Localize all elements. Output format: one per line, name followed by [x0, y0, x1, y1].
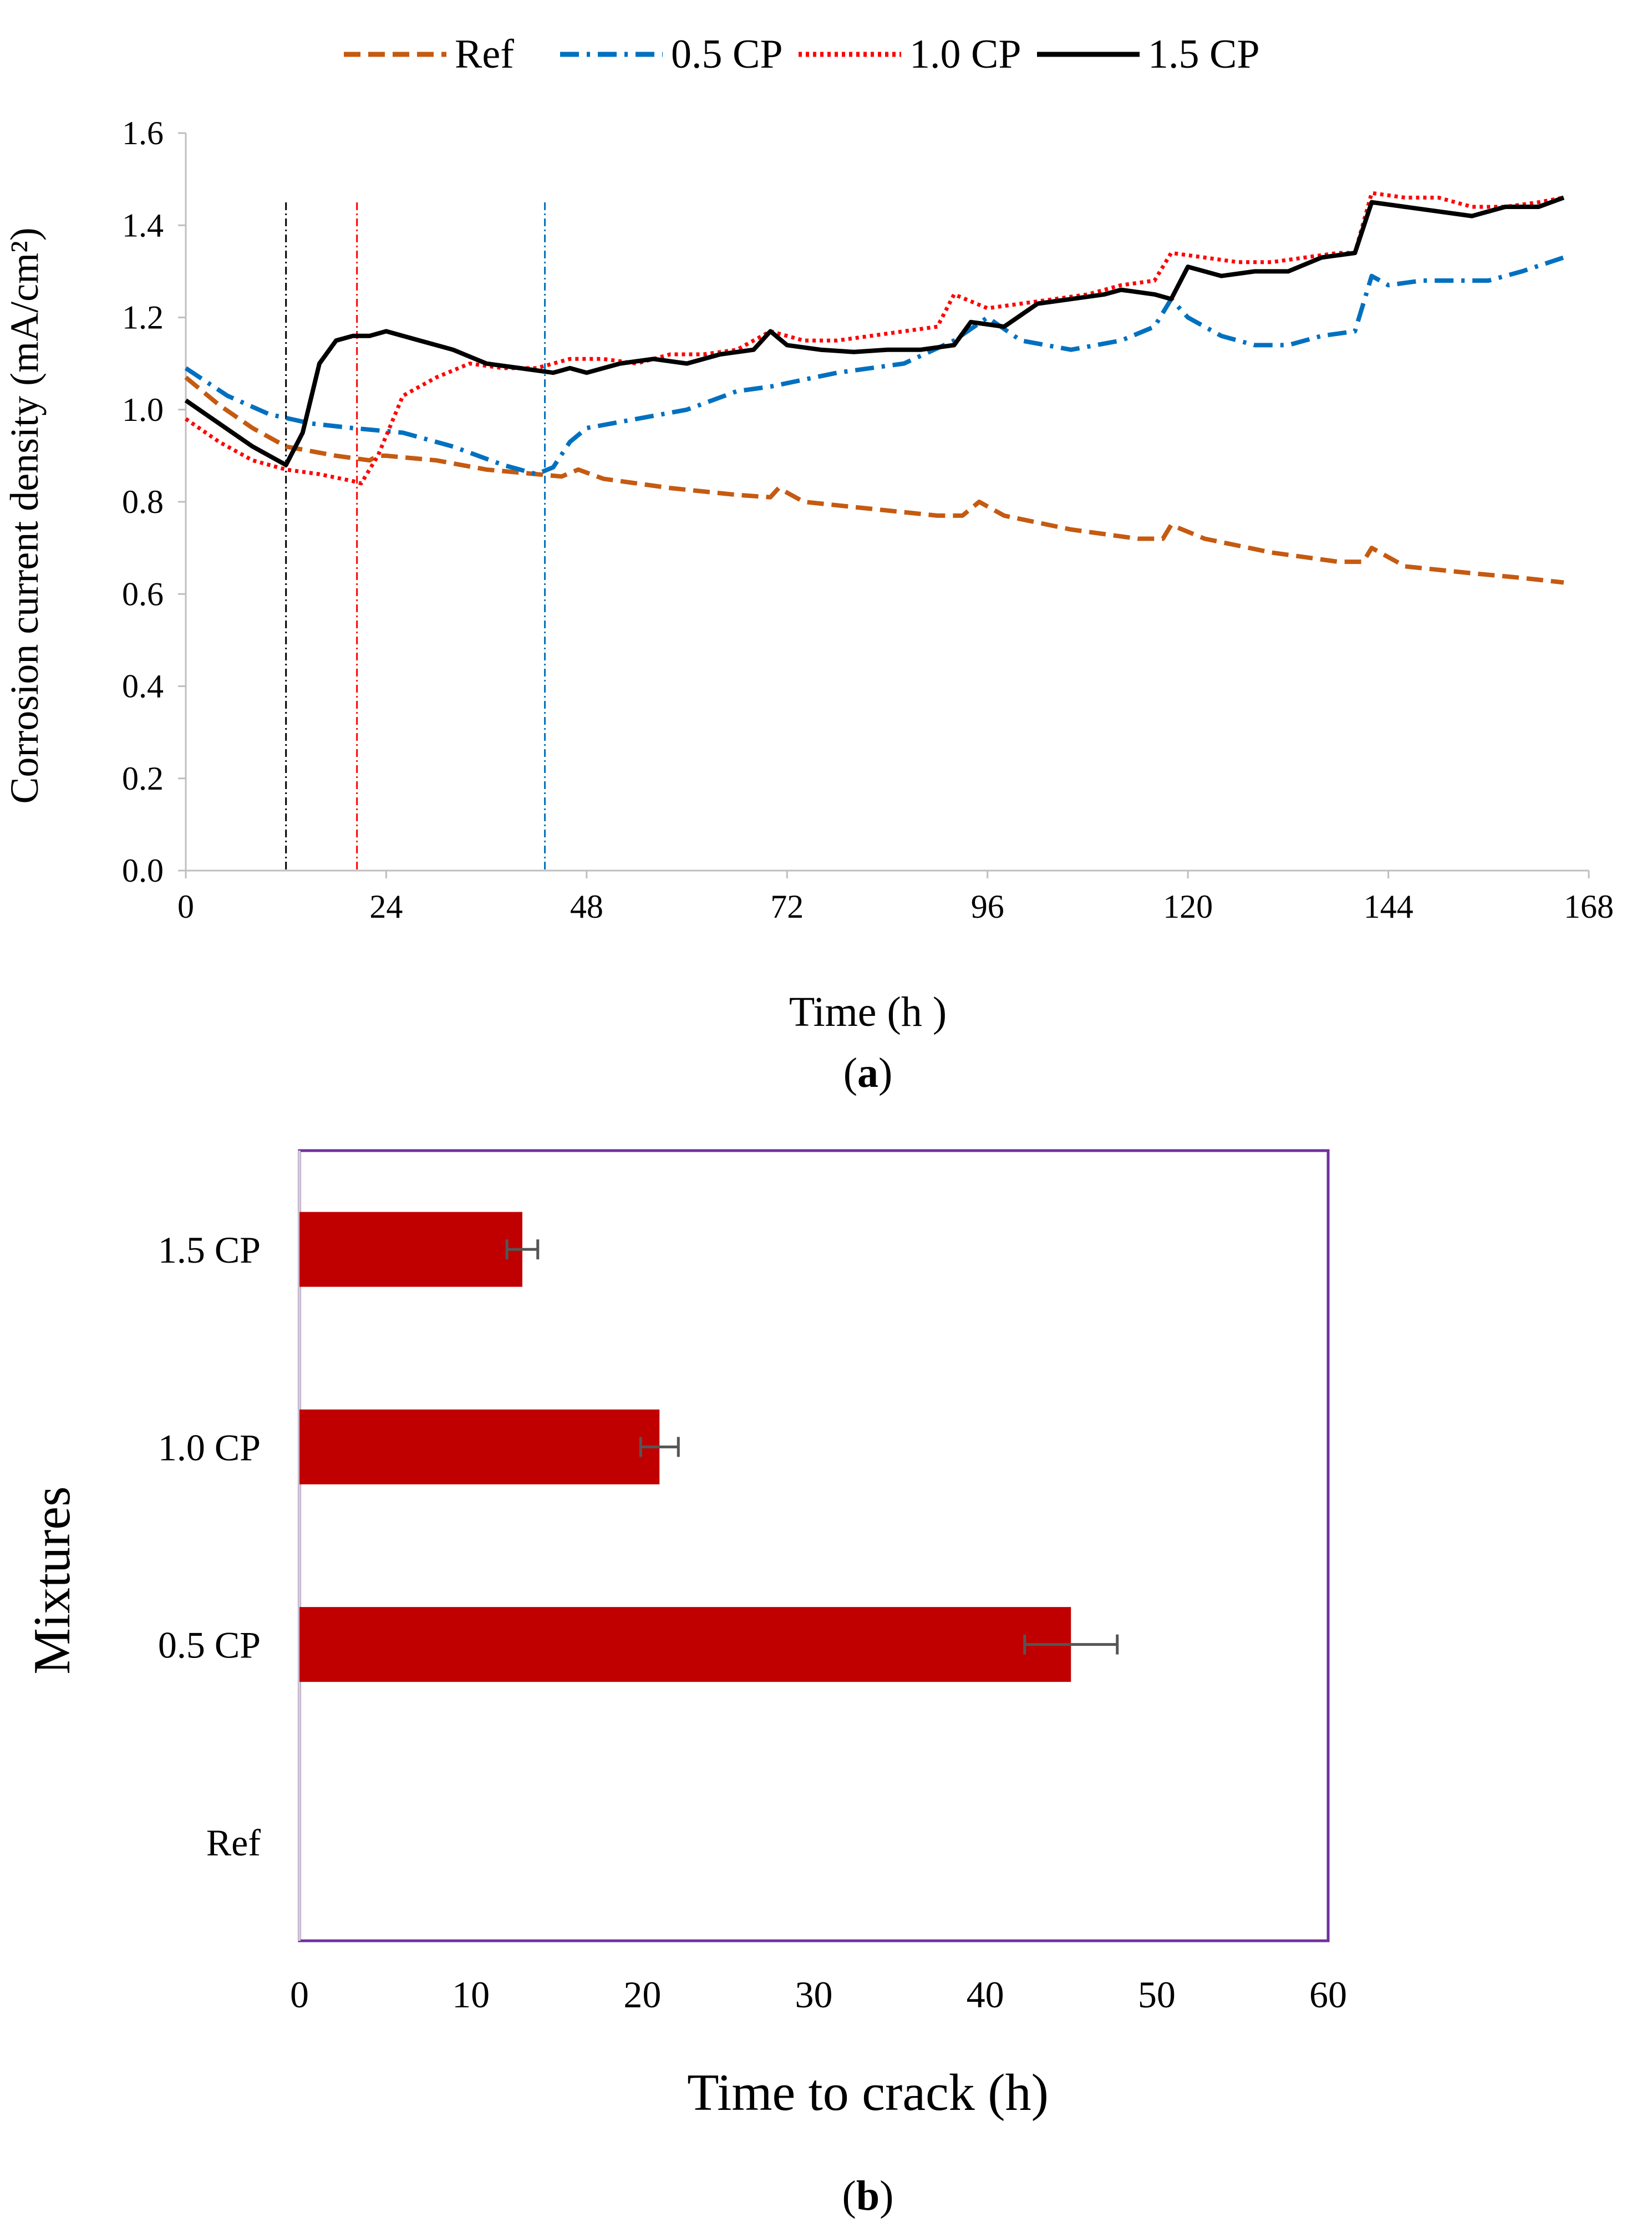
chart-b-category-label: Ref — [206, 1822, 261, 1864]
chart-a-series-line — [184, 195, 1565, 467]
chart-a-series-line — [184, 255, 1565, 477]
chart-a-legend-label: 1.5 CP — [1148, 32, 1260, 77]
chart-a-y-tick-label: 1.6 — [122, 115, 164, 151]
chart-a-y-tick-label: 0.4 — [122, 668, 164, 705]
chart-b-bar — [299, 1212, 522, 1287]
chart-a-y-tick-label: 0.2 — [122, 760, 164, 797]
chart-b-x-axis-label: Time to crack (h) — [687, 2064, 1049, 2122]
chart-a-x-tick-label: 144 — [1364, 888, 1414, 925]
chart-a-y-tick-label: 1.2 — [122, 299, 164, 336]
chart-b-bar — [299, 1607, 1071, 1682]
chart-a-series-line — [184, 375, 1564, 585]
chart-a-legend-label: 0.5 CP — [671, 32, 783, 77]
chart-a-caption: (a) — [843, 1050, 893, 1096]
chart-a-legend: Ref 0.5 CP 1.0 CP 1.5 CP — [344, 32, 1260, 77]
chart-a-x-tick-label: 96 — [971, 888, 1004, 925]
chart-a-x-tick-label: 0 — [177, 888, 194, 925]
chart-b-x-tick-label: 40 — [967, 1973, 1004, 2016]
chart-b-axes: 0 10 20 30 40 50 60 — [290, 1149, 1347, 2016]
chart-a-y-axis-label: Corrosion current density (mA/cm²) — [2, 227, 47, 803]
chart-b-category-label: 0.5 CP — [158, 1624, 261, 1666]
chart-a-series — [184, 191, 1565, 585]
chart-b-x-tick-label: 20 — [623, 1973, 661, 2016]
chart-b-x-tick-label: 60 — [1309, 1973, 1347, 2016]
chart-a-legend-label: 1.0 CP — [909, 32, 1021, 77]
chart-b-bars: 1.5 CP 1.0 CP 0.5 CP Ref — [158, 1212, 1119, 1864]
chart-b-y-axis-label: Mixtures — [23, 1486, 81, 1674]
chart-a-y-tick-label: 0.8 — [122, 484, 164, 520]
chart-a-caption-letter: a — [857, 1050, 878, 1096]
chart-a-x-tick-label: 168 — [1564, 888, 1614, 925]
chart-b-category-label: 1.5 CP — [158, 1229, 261, 1271]
chart-b-bar — [299, 1409, 660, 1484]
chart-a-y-tick-label: 0.0 — [122, 852, 164, 889]
chart-b-caption-letter: b — [856, 2173, 880, 2219]
chart-a-legend-label: Ref — [455, 32, 514, 77]
chart-a-series-line — [185, 191, 1564, 486]
chart-a-x-tick-label: 72 — [770, 888, 804, 925]
chart-a-x-tick-label: 48 — [570, 888, 603, 925]
chart-b-x-tick-label: 10 — [452, 1973, 490, 2016]
chart-a-y-tick-label: 1.4 — [122, 207, 164, 243]
chart-a-x-tick-label: 120 — [1163, 888, 1213, 925]
chart-a-vertical-markers — [285, 202, 546, 871]
chart-a-x-tick-label: 24 — [369, 888, 403, 925]
chart-a-corrosion-current: Ref 0.5 CP 1.0 CP 1.5 CP 0.0 0.2 0.4 0.6 0.8 1.0… — [2, 32, 1614, 1096]
chart-a-y-tick-label: 0.6 — [122, 576, 164, 612]
chart-b-time-to-crack: 0 10 20 30 40 50 60 1.5 CP 1.0 CP 0.5 CP Ref Mixt… — [23, 1149, 1347, 2219]
chart-a-y-tick-label: 1.0 — [122, 391, 164, 428]
chart-b-x-tick-label: 30 — [795, 1973, 833, 2016]
chart-a-x-axis-label: Time (h ) — [789, 989, 947, 1035]
chart-b-x-tick-label: 50 — [1138, 1973, 1176, 2016]
chart-b-caption: (b) — [842, 2173, 894, 2219]
chart-b-x-tick-label: 0 — [290, 1973, 309, 2016]
chart-b-category-label: 1.0 CP — [158, 1426, 261, 1468]
chart-a-axes: 0.0 0.2 0.4 0.6 0.8 1.0 1.2 1.4 1.6 0 24 48 72 96 120 1… — [122, 115, 1614, 925]
